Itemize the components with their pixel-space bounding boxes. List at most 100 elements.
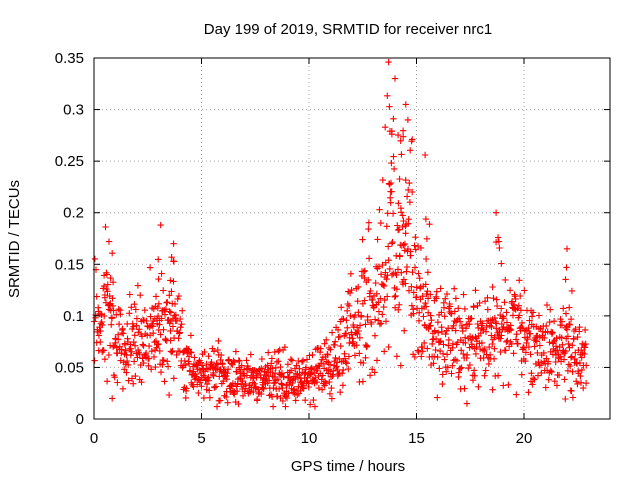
x-axis-title: GPS time / hours	[291, 458, 405, 475]
data-point	[152, 363, 159, 371]
data-point	[169, 347, 176, 355]
data-point	[324, 351, 331, 358]
data-point	[399, 223, 406, 231]
data-point	[415, 270, 422, 277]
data-point	[170, 240, 177, 247]
data-point	[193, 362, 200, 369]
data-point	[526, 317, 533, 324]
data-point	[187, 332, 195, 339]
data-point	[164, 363, 172, 370]
data-point	[489, 283, 496, 291]
data-point	[215, 337, 222, 345]
data-point	[308, 366, 316, 373]
data-point	[569, 394, 577, 401]
data-point	[188, 349, 195, 356]
data-point	[451, 308, 458, 315]
data-point	[574, 333, 581, 341]
data-point	[321, 340, 328, 347]
data-point	[148, 348, 155, 355]
data-point	[490, 355, 498, 362]
data-point	[261, 368, 268, 375]
data-point	[507, 326, 515, 334]
data-point	[247, 351, 254, 358]
data-point	[453, 357, 461, 364]
data-point	[516, 277, 523, 284]
data-point	[176, 330, 183, 337]
data-point	[407, 147, 414, 154]
data-point	[529, 309, 537, 316]
data-point	[373, 357, 381, 364]
data-point	[354, 298, 361, 305]
data-point	[358, 312, 365, 319]
data-point	[121, 341, 129, 348]
data-point	[127, 345, 134, 352]
data-point	[328, 329, 336, 336]
data-point	[302, 397, 309, 404]
data-point	[134, 282, 142, 289]
data-point	[167, 277, 174, 284]
data-point	[254, 396, 261, 403]
data-point	[130, 323, 137, 330]
data-point	[406, 179, 413, 187]
data-point	[399, 127, 407, 134]
data-point	[518, 371, 525, 378]
data-point	[331, 358, 338, 365]
data-point	[173, 351, 180, 359]
data-point	[332, 338, 339, 345]
data-point	[138, 379, 145, 386]
data-point	[105, 351, 113, 359]
data-point	[569, 368, 576, 375]
data-point	[410, 289, 417, 296]
data-point	[535, 312, 543, 319]
data-point	[328, 395, 336, 402]
data-point	[568, 387, 575, 395]
data-point	[141, 307, 148, 314]
data-point	[347, 270, 355, 277]
data-point	[246, 387, 253, 395]
data-point	[455, 305, 462, 312]
data-point	[426, 322, 433, 330]
data-point	[543, 301, 551, 309]
data-point	[562, 310, 570, 317]
data-point	[421, 339, 428, 347]
data-point	[107, 274, 114, 282]
data-point	[310, 396, 317, 404]
data-point	[469, 377, 477, 384]
data-point	[170, 258, 178, 265]
data-point	[123, 369, 130, 376]
data-point	[236, 357, 243, 365]
data-point	[303, 356, 311, 363]
data-point	[371, 369, 378, 376]
y-tick-label: 0.3	[63, 102, 84, 119]
data-point	[437, 285, 444, 292]
y-tick-label: 0.2	[63, 205, 84, 222]
data-point	[524, 335, 531, 343]
data-point	[520, 344, 527, 351]
data-point	[381, 296, 388, 304]
data-point	[230, 357, 237, 364]
data-point	[359, 378, 367, 385]
data-point	[387, 199, 394, 206]
data-point	[418, 343, 426, 351]
data-point	[177, 324, 184, 331]
data-point	[455, 369, 462, 376]
data-point	[251, 384, 259, 391]
data-point	[405, 287, 413, 294]
data-point	[195, 389, 202, 397]
data-point	[377, 219, 384, 227]
data-point	[121, 366, 128, 373]
data-point	[213, 360, 220, 367]
data-point	[578, 354, 585, 361]
data-point	[525, 325, 532, 332]
data-point	[392, 292, 399, 300]
data-point	[398, 151, 405, 158]
data-point	[157, 331, 164, 338]
data-point	[504, 337, 511, 344]
data-point	[394, 226, 402, 234]
data-point	[300, 382, 307, 389]
data-point	[274, 376, 282, 383]
data-point	[205, 377, 212, 384]
data-point	[198, 383, 205, 390]
data-point	[154, 312, 162, 320]
data-point	[256, 371, 264, 379]
